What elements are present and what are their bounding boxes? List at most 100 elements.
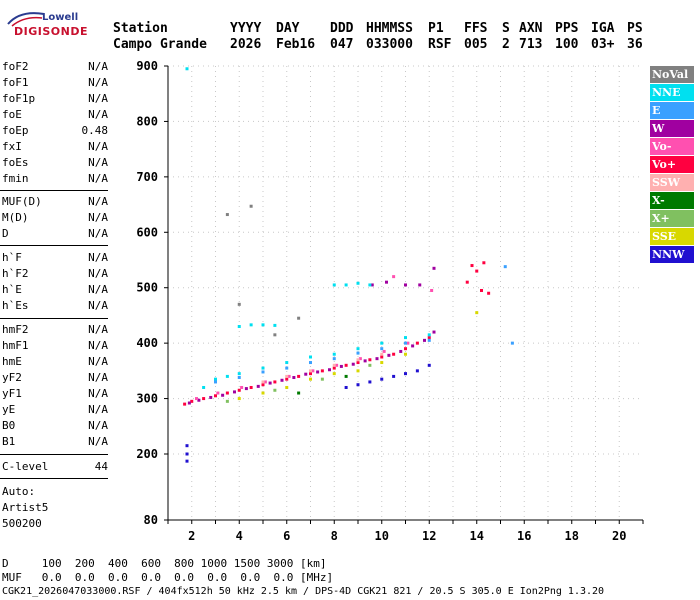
- param-key: foF1p: [2, 92, 36, 105]
- param-value: N/A: [88, 172, 108, 185]
- data-point: [261, 380, 265, 384]
- param-key: h`F2: [2, 267, 29, 280]
- data-point: [256, 384, 260, 388]
- header-value-ps: 36: [627, 37, 643, 52]
- legend-item-vo-plus: Vo+: [650, 156, 694, 173]
- data-point: [392, 374, 396, 378]
- clevel-key: C-level: [2, 460, 49, 473]
- param-key: yF1: [2, 387, 22, 400]
- param-value: 0.48: [81, 124, 109, 137]
- data-point: [427, 363, 431, 367]
- auto-artist: Artist5: [2, 501, 49, 514]
- param-key: h`E: [2, 283, 22, 296]
- data-point: [309, 361, 312, 365]
- data-point: [385, 280, 388, 284]
- data-point: [187, 401, 191, 405]
- header-label-axn: AXN: [519, 21, 543, 36]
- data-point: [475, 311, 479, 315]
- data-point: [273, 323, 277, 327]
- x-tick-label: 12: [422, 529, 436, 543]
- param-value: N/A: [88, 195, 108, 208]
- data-point: [209, 395, 213, 399]
- data-point: [356, 369, 360, 373]
- data-point: [356, 347, 360, 351]
- chart-ticks: 2 4 6 8 10 12 14 16 18 20 80 200 300 400 500 600 700 800 9…: [136, 59, 644, 543]
- y-tick-label: 700: [136, 170, 158, 184]
- legend-item-x-minus: X-: [650, 192, 694, 209]
- data-point: [368, 358, 372, 362]
- header-value-s: 2: [502, 37, 510, 52]
- data-point: [233, 390, 236, 394]
- param-value: N/A: [88, 92, 108, 105]
- data-point: [344, 363, 348, 367]
- data-point: [273, 388, 277, 392]
- data-point: [285, 385, 289, 389]
- data-point: [261, 383, 265, 387]
- params-divider: [0, 318, 108, 319]
- param-value: N/A: [88, 251, 108, 264]
- data-point: [418, 283, 422, 287]
- data-point: [311, 369, 315, 373]
- data-point: [225, 213, 229, 217]
- data-point: [225, 374, 229, 378]
- data-point: [510, 341, 514, 345]
- data-point: [415, 341, 419, 345]
- data-point: [399, 349, 403, 353]
- params-divider: [0, 190, 108, 191]
- param-row: fxI N/A: [2, 140, 108, 156]
- data-point: [411, 344, 415, 348]
- param-row: foF1 N/A: [2, 76, 108, 92]
- clevel-row: C-level 44: [2, 460, 108, 476]
- header-label-day: DAY: [276, 21, 300, 36]
- param-value: N/A: [88, 339, 108, 352]
- header-value-ffs: 005: [464, 37, 488, 52]
- data-point: [292, 376, 296, 380]
- data-point: [432, 266, 436, 270]
- y-tick-label: 500: [136, 281, 158, 295]
- footer-distance-row: D 100 200 400 600 800 1000 1500 3000 [km…: [2, 557, 327, 570]
- legend-item-x-plus: X+: [650, 210, 694, 227]
- data-point: [427, 336, 431, 340]
- param-value: N/A: [88, 323, 108, 336]
- param-key: fxI: [2, 140, 22, 153]
- data-point: [358, 357, 362, 361]
- data-point: [370, 283, 374, 287]
- param-row: B0 N/A: [2, 419, 108, 435]
- legend-item-sse: SSE: [650, 228, 694, 245]
- param-key: hmF1: [2, 339, 29, 352]
- data-point: [214, 377, 217, 381]
- logo-brand-top: Lowell: [42, 12, 79, 23]
- header-label-ddd: DDD: [330, 21, 354, 36]
- data-point: [244, 387, 248, 391]
- data-point: [380, 352, 384, 356]
- param-key: yE: [2, 403, 16, 416]
- x-tick-label: 4: [236, 529, 243, 543]
- data-point: [392, 352, 396, 356]
- param-key: fmin: [2, 172, 29, 185]
- x-tick-label: 2: [188, 529, 195, 543]
- data-point: [185, 452, 189, 456]
- header-value-ddd: 047: [330, 37, 354, 52]
- param-key: foF1: [2, 76, 29, 89]
- data-point: [470, 264, 474, 268]
- data-point: [368, 283, 372, 287]
- param-value: N/A: [88, 283, 108, 296]
- header-value-yyyy: 2026: [230, 37, 262, 52]
- params-divider: [0, 454, 108, 455]
- param-value: N/A: [88, 355, 108, 368]
- data-point: [432, 330, 436, 334]
- x-tick-label: 10: [375, 529, 389, 543]
- data-point: [404, 347, 407, 351]
- data-point: [225, 391, 229, 395]
- param-key: D: [2, 227, 9, 240]
- param-row: M(D) N/A: [2, 211, 108, 227]
- chart-grid: [168, 65, 643, 521]
- data-point: [380, 355, 384, 359]
- data-point: [344, 385, 348, 389]
- param-row: hmF1 N/A: [2, 339, 108, 355]
- param-row: foF1p N/A: [2, 92, 108, 108]
- legend-item-w: W: [650, 120, 694, 137]
- data-point: [249, 323, 253, 327]
- data-point: [202, 385, 206, 389]
